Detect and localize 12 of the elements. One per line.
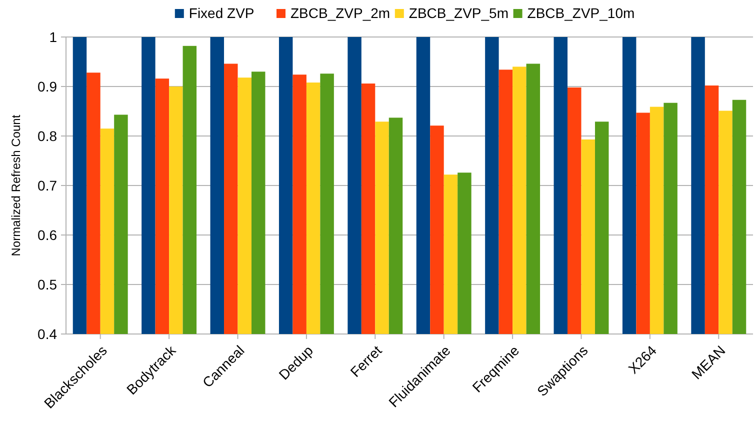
y-tick-label: 0.7: [38, 177, 58, 194]
legend-label: Fixed ZVP: [188, 5, 254, 21]
legend-label: ZBCB_ZVP_2m: [290, 5, 390, 21]
y-tick-label: 0.6: [38, 226, 58, 243]
legend-label: ZBCB_ZVP_5m: [408, 5, 508, 21]
y-tick-label: 1: [49, 28, 58, 45]
y-tick-label: 0.8: [38, 128, 58, 144]
y-tick-label: 0.9: [38, 78, 58, 94]
legend-label: ZBCB_ZVP_10m: [527, 5, 635, 21]
y-tick-label: 0.4: [38, 326, 58, 342]
y-tick-label: 0.5: [38, 276, 58, 292]
y-axis-title: Normalized Refresh Count: [9, 114, 23, 256]
